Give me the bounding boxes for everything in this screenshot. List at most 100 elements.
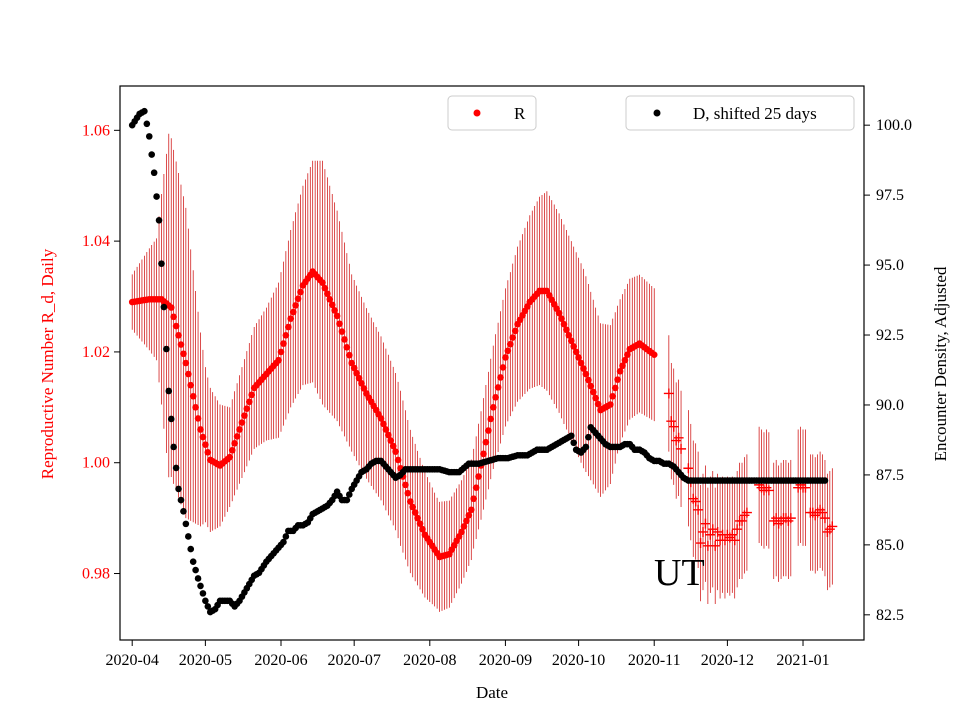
r-point [385,431,392,439]
r-plus-point [822,526,833,537]
r-point [563,326,570,334]
r-point [402,481,409,489]
r-point [331,307,338,314]
y-right-tick-label: 90.0 [876,397,904,414]
r-plus-points [663,388,838,551]
r-point [382,426,390,433]
r-point [502,354,509,361]
r-plus-point [710,540,721,551]
r-plus-point [819,513,830,524]
r-point [336,320,343,328]
r-point [392,448,399,455]
x-tick-label: 2021-01 [776,652,829,669]
d-point [145,133,153,140]
r-plus-point [732,524,743,535]
r-point [380,420,387,428]
r-plus-point [700,518,711,529]
r-plus-point [739,510,750,521]
r-point [285,323,292,331]
r-plus-point [783,515,794,526]
r-plus-point [724,532,735,543]
d-point [202,597,209,605]
r-point [406,498,414,505]
x-axis-label: Date [476,683,508,702]
r-point [277,348,285,356]
legend-d-marker [653,109,661,117]
legend-r: R [447,95,537,131]
d-point [187,545,195,553]
r-point [611,384,619,392]
r-point [170,313,177,321]
r-plus-point [676,443,687,454]
d-point [172,464,180,472]
r-plus-point [729,535,740,546]
r-point [404,489,412,497]
x-tick-label: 2020-07 [328,652,381,669]
d-point [163,345,170,353]
y-left-tick-label: 1.04 [82,233,110,250]
r-point [565,332,573,339]
y-right-tick-label: 85.0 [876,537,904,554]
r-point [567,337,575,345]
r-point [582,370,590,378]
r-point [409,503,417,511]
r-point [555,309,563,317]
r-plus-point [695,538,706,549]
r-point [614,376,621,383]
d-point [170,443,177,451]
r-point [509,334,517,341]
r-point [587,382,595,390]
d-point [280,538,287,546]
r-point [465,512,473,519]
y-left-axis-ticks: 0.98 1.00 1.02 1.04 1.06 [82,122,120,583]
d-point [175,485,182,493]
r-point [175,332,182,339]
r-point [504,347,512,355]
r-point [592,394,599,402]
r-point [321,284,329,292]
r-point [275,356,282,364]
d-point [197,582,204,590]
x-tick-label: 2020-11 [628,652,681,669]
r-point [341,336,348,343]
r-point [463,517,470,525]
d-point [153,193,160,200]
d-point [189,558,197,565]
d-point [177,496,185,504]
r-point [194,415,202,422]
r-point [414,514,421,522]
y-right-tick-label: 82.5 [876,607,904,624]
r-point [197,426,204,433]
r-point [494,384,502,391]
r-plus-point [827,521,838,532]
r-point [607,401,614,408]
r-point [650,351,658,358]
d-point [582,443,590,451]
r-point [282,332,290,339]
r-point [243,405,251,413]
r-point [480,450,487,458]
r-point [324,290,331,298]
r-plus-point [817,507,828,518]
x-tick-label: 2020-08 [403,652,456,669]
r-point [358,380,365,387]
r-point [185,370,192,378]
r-plus-point [668,421,679,432]
x-tick-label: 2020-09 [479,652,532,669]
d-points [128,107,829,616]
y-left-tick-label: 1.06 [82,122,110,139]
y-left-tick-label: 0.98 [82,566,110,583]
r-plus-point [810,510,821,521]
r-point [619,362,626,370]
state-annotation: UT [654,552,705,594]
r-plus-point [800,482,811,493]
r-point [245,398,253,406]
r-point [621,356,629,364]
r-point [492,394,499,401]
y-right-axis-label: Encounter Density, Adjusted [931,266,950,461]
r-point [506,340,514,348]
r-point [387,437,395,444]
r-point [241,412,248,419]
d-point [148,151,156,158]
